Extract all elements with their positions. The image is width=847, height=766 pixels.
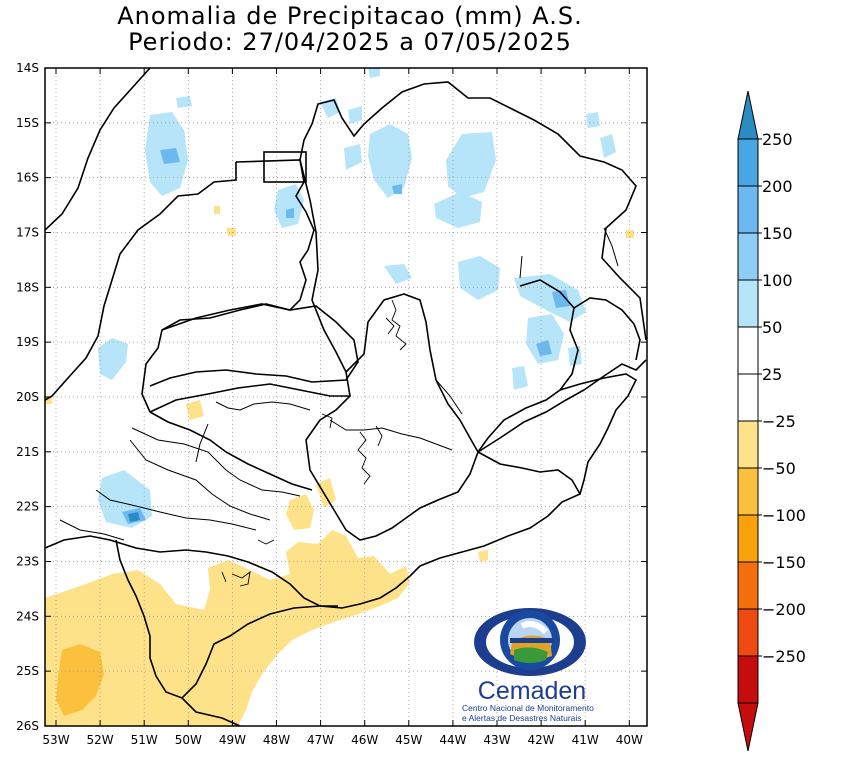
colorbar-label: 250: [762, 130, 793, 149]
colorbar-segment: [737, 279, 759, 328]
map-period: Periodo: 27/04/2025 a 07/05/2025: [128, 28, 572, 56]
lon-label: 46W: [351, 733, 378, 747]
lon-label: 40W: [616, 733, 643, 747]
lat-label: 21S: [16, 445, 39, 459]
lon-label: 47W: [307, 733, 334, 747]
lon-label: 51W: [131, 733, 158, 747]
axis-ticks: [45, 67, 647, 727]
colorbar-label: 25: [762, 365, 782, 384]
colorbar-label: −250: [762, 647, 806, 666]
lat-label: 22S: [16, 500, 39, 514]
lat-label: 16S: [16, 171, 39, 185]
colorbar-label: −150: [762, 553, 806, 572]
logo-subtitle-2: e Alertas de Desastres Naturais: [462, 713, 582, 723]
colorbar-segment: [737, 185, 759, 234]
lat-label: 20S: [16, 390, 39, 404]
colorbar-segment: [737, 232, 759, 281]
map-area: [45, 68, 634, 726]
lat-label: 18S: [16, 280, 39, 294]
colorbar-label: 200: [762, 177, 793, 196]
colorbar-segment: [737, 420, 759, 469]
lat-label: 23S: [16, 554, 39, 568]
lat-label: 14S: [16, 61, 39, 75]
colorbar-labels: 250 200 150 100 50 25 −25 −50 −100 −150 −200 −250: [758, 130, 806, 666]
colorbar-segment: [737, 326, 759, 375]
lon-label: 42W: [528, 733, 555, 747]
colorbar: [737, 90, 759, 752]
lat-label: 25S: [16, 664, 39, 678]
colorbar-top-arrow: [737, 90, 759, 140]
moderate-negative-areas: [56, 644, 104, 716]
colorbar-segment: [737, 514, 759, 563]
colorbar-label: 50: [762, 318, 782, 337]
colorbar-segment: [737, 655, 759, 704]
colorbar-label: −200: [762, 600, 806, 619]
colorbar-label: −25: [762, 412, 796, 431]
positive-anomaly-areas: [98, 68, 616, 528]
lon-label: 43W: [483, 733, 510, 747]
colorbar-bottom-arrow: [737, 702, 759, 752]
lat-label: 24S: [16, 609, 39, 623]
colorbar-label: 150: [762, 224, 793, 243]
longitude-labels: 53W 52W 51W 50W 49W 48W 47W 46W 45W 44W 43W 42W 41W 4…: [42, 733, 643, 747]
colorbar-segment: [737, 467, 759, 516]
state-borders: [45, 68, 647, 726]
lon-label: 50W: [175, 733, 202, 747]
latitude-labels: 14S 15S 16S 17S 18S 19S 20S 21S 22S 23S 24S 25S 26S: [16, 61, 39, 733]
logo-name: Cemaden: [478, 677, 586, 705]
reservoirs: [221, 299, 407, 587]
federal-district-border: [263, 151, 307, 183]
lat-label: 19S: [16, 335, 39, 349]
lon-label: 53W: [42, 733, 69, 747]
lat-label: 26S: [16, 719, 39, 733]
lon-label: 48W: [263, 733, 290, 747]
colorbar-segment: [737, 373, 759, 422]
lon-label: 45W: [395, 733, 422, 747]
colorbar-label: 100: [762, 271, 793, 290]
logo-subtitle-1: Centro Nacional de Monitoramento: [462, 703, 594, 713]
lon-label: 41W: [572, 733, 599, 747]
positive-anomaly-cores: [122, 148, 570, 524]
map-title: Anomalia de Precipitacao (mm) A.S.: [117, 2, 583, 30]
colorbar-label: −100: [762, 506, 806, 525]
colorbar-segment: [737, 138, 759, 187]
lat-label: 15S: [16, 116, 39, 130]
colorbar-segment: [737, 561, 759, 610]
strong-positive-core: [128, 512, 140, 522]
cemaden-logo: Cemaden Centro Nacional de Monitoramento…: [462, 608, 594, 723]
negative-anomaly-areas: [45, 206, 634, 726]
lon-label: 52W: [87, 733, 114, 747]
rivers: [59, 227, 619, 541]
colorbar-segment: [737, 608, 759, 657]
lon-label: 49W: [219, 733, 246, 747]
colorbar-label: −50: [762, 459, 796, 478]
lon-label: 44W: [439, 733, 466, 747]
lat-label: 17S: [16, 225, 39, 239]
